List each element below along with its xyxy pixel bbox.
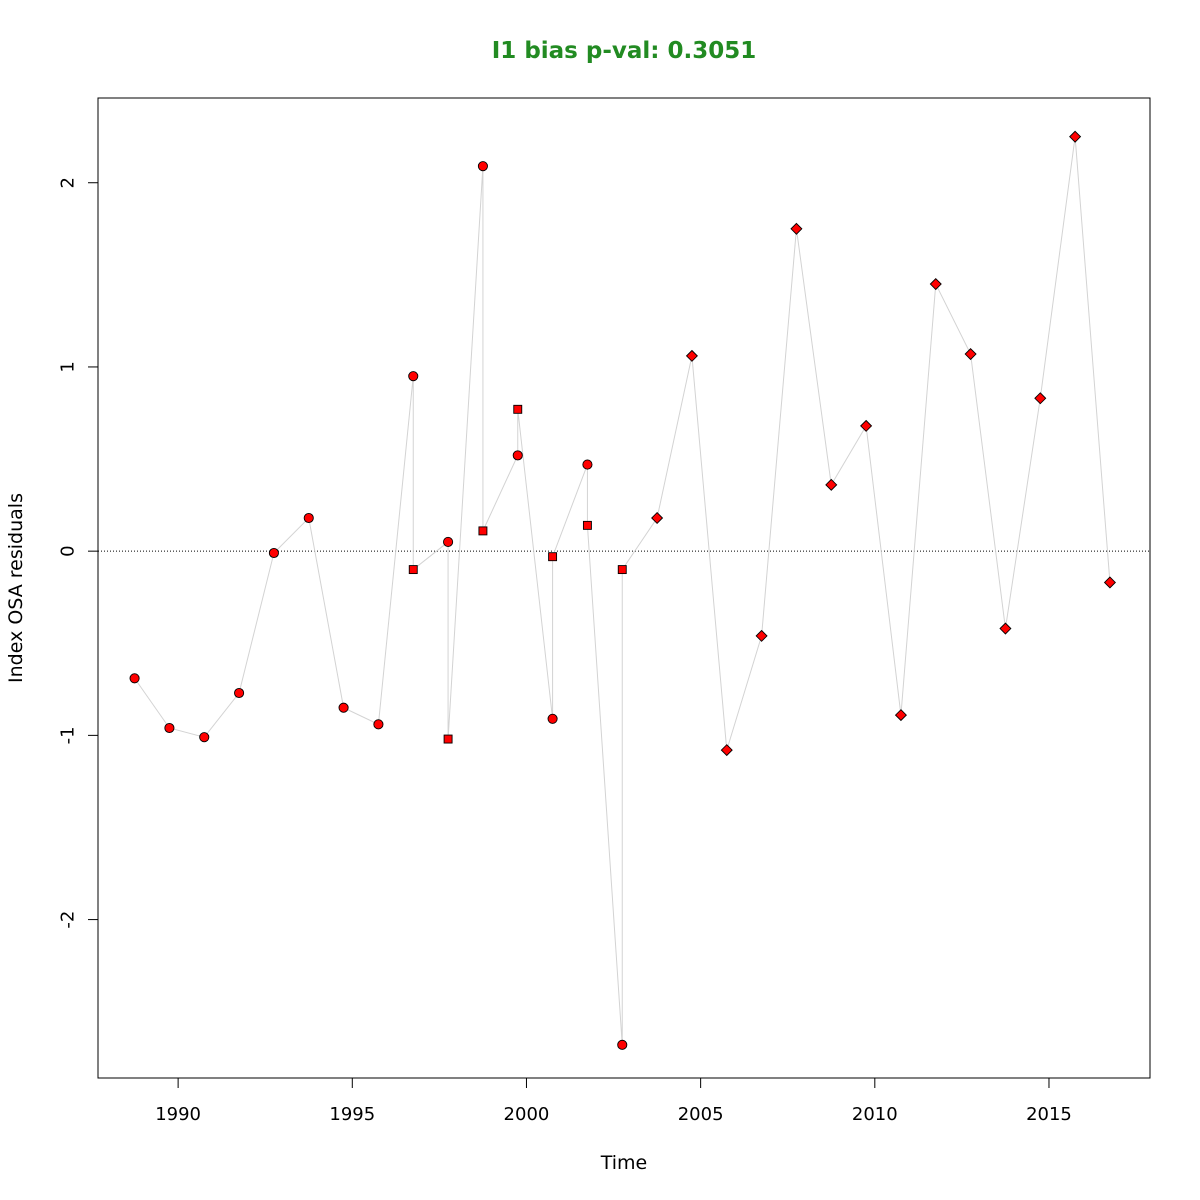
plot-frame — [97, 97, 1151, 1079]
data-point-diamond — [1069, 130, 1082, 143]
data-point-diamond — [790, 222, 803, 235]
data-point-diamond — [825, 478, 838, 491]
data-point-circle — [129, 673, 140, 684]
data-point-square — [513, 404, 523, 414]
data-point-square — [548, 552, 558, 562]
x-tick-label: 2005 — [678, 1104, 724, 1125]
data-point-diamond — [999, 622, 1012, 635]
data-point-square — [617, 565, 627, 575]
x-axis: 1990 1995 2000 2005 2010 2015 — [155, 1077, 1072, 1125]
y-axis-title: Index OSA residuals — [5, 493, 27, 683]
y-axis: -2 -1 0 1 2 — [58, 177, 99, 929]
x-tick-label: 2000 — [504, 1104, 550, 1125]
data-point-circle — [268, 547, 279, 559]
data-point-circle — [512, 450, 523, 461]
y-tick-label: 0 — [58, 545, 79, 556]
data-point-diamond — [894, 709, 907, 722]
data-point-diamond — [685, 349, 698, 362]
data-point-diamond — [964, 348, 977, 361]
data-point-diamond — [929, 278, 942, 291]
data-point-circle — [199, 732, 210, 743]
data-point-diamond — [755, 629, 768, 642]
data-point-circle — [303, 512, 314, 524]
data-point-circle — [443, 536, 454, 547]
data-point-circle — [234, 687, 245, 699]
data-point-diamond — [1103, 576, 1116, 589]
data-points — [129, 130, 1116, 1050]
y-tick-label: 2 — [58, 177, 79, 188]
data-point-circle — [164, 722, 175, 734]
data-point-circle — [373, 719, 384, 730]
x-axis-title: Time — [600, 1152, 648, 1174]
data-point-square — [443, 734, 453, 744]
data-point-circle — [582, 459, 593, 470]
data-point-circle — [547, 713, 558, 724]
series-lines — [134, 136, 1111, 1045]
chart-title: I1 bias p-val: 0.3051 — [492, 38, 757, 64]
data-point-circle — [617, 1039, 628, 1050]
x-tick-label: 2010 — [852, 1104, 898, 1125]
data-point-circle — [477, 161, 488, 172]
data-point-square — [478, 526, 488, 536]
data-point-diamond — [1034, 392, 1047, 405]
y-tick-label: -2 — [58, 911, 79, 929]
y-tick-label: 1 — [58, 361, 79, 372]
data-point-circle — [338, 702, 349, 713]
x-tick-label: 2015 — [1026, 1104, 1072, 1125]
data-point-diamond — [860, 419, 873, 432]
data-point-square — [582, 520, 592, 530]
y-tick-label: -1 — [58, 726, 79, 744]
residual-connector-line — [134, 136, 1111, 1045]
data-point-diamond — [651, 511, 664, 525]
x-tick-label: 1990 — [155, 1104, 201, 1125]
data-point-circle — [408, 371, 419, 382]
data-point-diamond — [720, 744, 733, 757]
data-point-square — [408, 565, 418, 575]
x-tick-label: 1995 — [329, 1104, 375, 1125]
